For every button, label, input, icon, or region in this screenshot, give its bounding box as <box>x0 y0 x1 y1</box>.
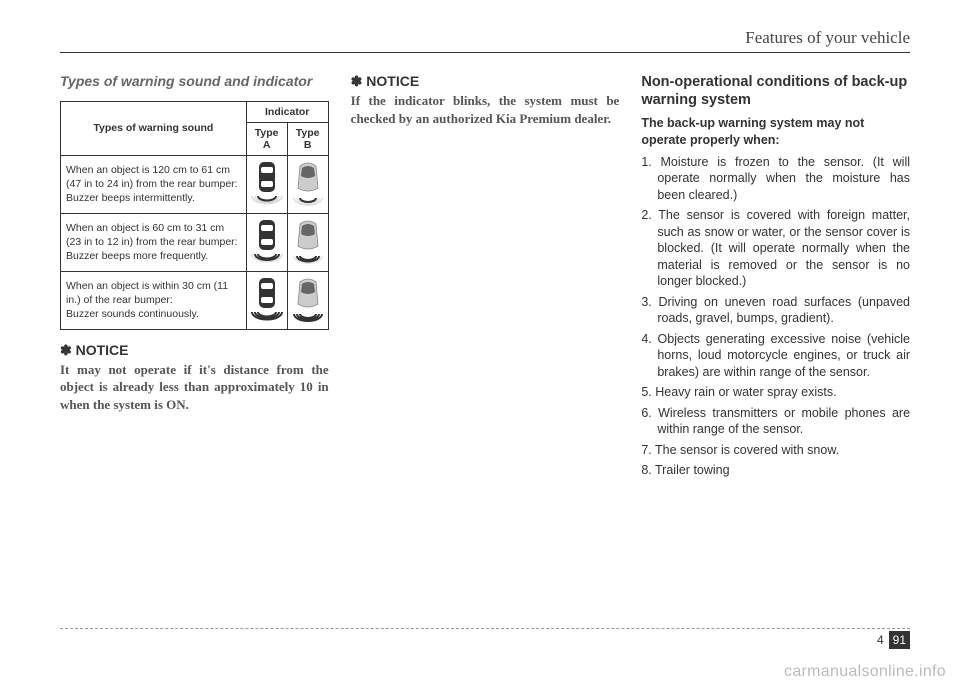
car-typeB-icon <box>287 213 328 271</box>
page-footer: 491 <box>60 628 910 649</box>
th-typeB: Type B <box>287 122 328 155</box>
car-typeB-icon <box>287 155 328 213</box>
list-item: 3. Driving on uneven road surfaces (unpa… <box>641 294 910 327</box>
content-columns: Types of warning sound and indicator Typ… <box>60 73 910 483</box>
watermark: carmanualsonline.info <box>784 663 946 681</box>
page-chapter: 4 <box>873 631 888 649</box>
th-typeA: Type A <box>246 122 287 155</box>
car-typeB-icon <box>287 271 328 329</box>
car-typeA-icon <box>246 155 287 213</box>
page-header: Features of your vehicle <box>60 28 910 53</box>
col1-notice-head: ✽ NOTICE <box>60 342 329 359</box>
row-desc: When an object is 60 cm to 31 cm (23 in … <box>61 213 247 271</box>
col1-subhead: Types of warning sound and indicator <box>60 73 329 91</box>
list-item: 1. Moisture is frozen to the sensor. (It… <box>641 154 910 204</box>
col3-title: Non-operational conditions of back-up wa… <box>641 73 910 109</box>
table-row: When an object is 60 cm to 31 cm (23 in … <box>61 213 329 271</box>
row-desc: When an object is within 30 cm (11 in.) … <box>61 271 247 329</box>
column-1: Types of warning sound and indicator Typ… <box>60 73 329 483</box>
warning-table: Types of warning sound Indicator Type A … <box>60 101 329 330</box>
car-typeA-icon <box>246 271 287 329</box>
list-item: 8. Trailer towing <box>641 462 910 479</box>
list-item: 5. Heavy rain or water spray exists. <box>641 384 910 401</box>
table-row: When an object is 120 cm to 61 cm (47 in… <box>61 155 329 213</box>
car-typeA-icon <box>246 213 287 271</box>
header-title: Features of your vehicle <box>745 28 910 47</box>
column-3: Non-operational conditions of back-up wa… <box>641 73 910 483</box>
col2-notice-body: If the indicator blinks, the system must… <box>351 92 620 127</box>
list-item: 2. The sensor is covered with foreign ma… <box>641 207 910 290</box>
conditions-list: 1. Moisture is frozen to the sensor. (It… <box>641 154 910 479</box>
page-number: 91 <box>889 631 910 649</box>
th-indicator: Indicator <box>246 101 328 122</box>
list-item: 4. Objects generating excessive noise (v… <box>641 331 910 381</box>
col1-notice-body: It may not operate if it's distance from… <box>60 361 329 414</box>
th-sound: Types of warning sound <box>61 101 247 155</box>
list-item: 7. The sensor is covered with snow. <box>641 442 910 459</box>
col2-notice-head: ✽ NOTICE <box>351 73 620 90</box>
col3-lead: The back-up warning system may not opera… <box>641 115 910 148</box>
table-row: When an object is within 30 cm (11 in.) … <box>61 271 329 329</box>
column-2: ✽ NOTICE If the indicator blinks, the sy… <box>351 73 620 483</box>
list-item: 6. Wireless transmitters or mobile phone… <box>641 405 910 438</box>
row-desc: When an object is 120 cm to 61 cm (47 in… <box>61 155 247 213</box>
